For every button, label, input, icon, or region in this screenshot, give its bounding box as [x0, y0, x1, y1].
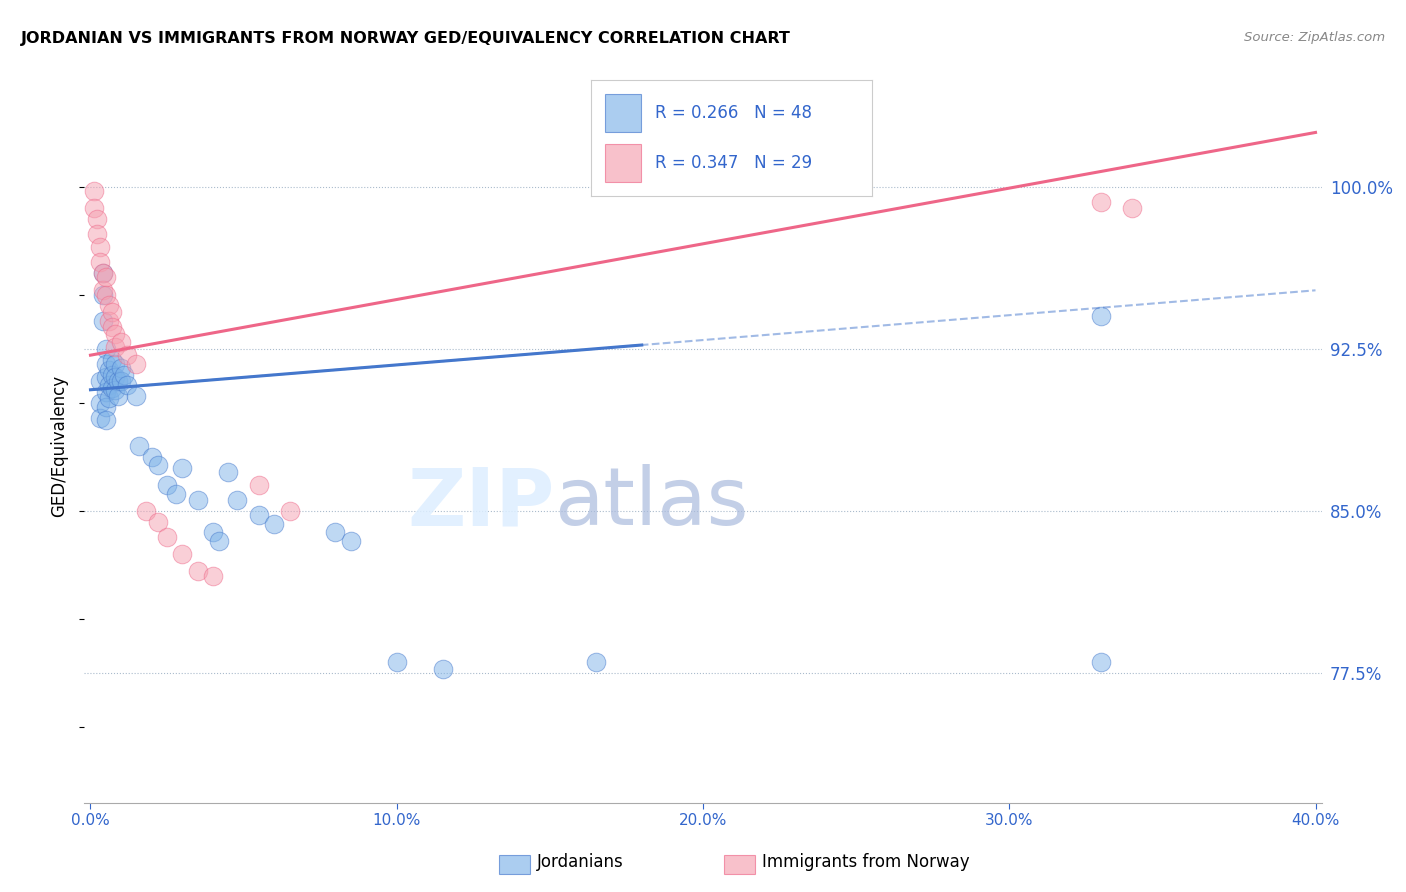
Point	[86, 211, 108, 226]
Point	[89, 374, 111, 388]
Point	[101, 352, 124, 367]
Point	[125, 389, 148, 403]
Point	[1090, 655, 1112, 669]
Point	[97, 298, 120, 312]
Point	[172, 460, 194, 475]
Point	[115, 378, 138, 392]
Point	[165, 486, 187, 500]
Point	[208, 534, 231, 549]
Point	[91, 283, 114, 297]
Text: R = 0.347   N = 29: R = 0.347 N = 29	[655, 154, 813, 172]
Point	[110, 374, 132, 388]
Point	[135, 504, 157, 518]
Point	[247, 508, 270, 523]
Point	[91, 266, 114, 280]
Point	[104, 369, 127, 384]
Point	[107, 374, 129, 388]
Point	[94, 357, 117, 371]
Point	[156, 530, 179, 544]
Point	[94, 270, 117, 285]
Point	[1121, 201, 1143, 215]
Point	[97, 363, 120, 377]
Text: atlas: atlas	[554, 464, 749, 542]
Point	[104, 339, 127, 353]
Point	[91, 313, 114, 327]
Point	[325, 525, 347, 540]
Point	[226, 493, 249, 508]
Point	[101, 305, 124, 319]
Point	[385, 655, 408, 669]
Point	[94, 413, 117, 427]
Point	[89, 410, 111, 425]
Point	[101, 320, 124, 334]
Point	[263, 516, 285, 531]
Point	[156, 478, 179, 492]
Point	[110, 361, 132, 376]
Point	[217, 465, 239, 479]
Point	[89, 240, 111, 254]
Point	[97, 313, 120, 327]
Point	[97, 378, 120, 392]
Point	[89, 255, 111, 269]
Point	[86, 227, 108, 241]
Point	[432, 662, 454, 676]
Point	[83, 184, 105, 198]
Point	[94, 287, 117, 301]
Point	[94, 342, 117, 356]
Point	[104, 357, 127, 371]
Text: ZIP: ZIP	[408, 464, 554, 542]
Point	[110, 335, 132, 350]
Bar	[605, 95, 641, 132]
Point	[125, 357, 148, 371]
Point	[94, 400, 117, 414]
Point	[247, 478, 270, 492]
Point	[187, 493, 209, 508]
Y-axis label: GED/Equivalency: GED/Equivalency	[51, 375, 69, 517]
Text: JORDANIAN VS IMMIGRANTS FROM NORWAY GED/EQUIVALENCY CORRELATION CHART: JORDANIAN VS IMMIGRANTS FROM NORWAY GED/…	[21, 31, 792, 46]
Point	[104, 383, 127, 397]
Point	[201, 568, 224, 582]
Point	[91, 287, 114, 301]
Point	[101, 368, 124, 382]
Point	[585, 655, 607, 669]
Point	[340, 534, 363, 549]
Point	[201, 525, 224, 540]
Point	[101, 381, 124, 395]
Bar	[605, 144, 641, 182]
Point	[115, 348, 138, 362]
Point	[112, 368, 135, 382]
Text: Jordanians: Jordanians	[537, 853, 624, 871]
Text: Source: ZipAtlas.com: Source: ZipAtlas.com	[1244, 31, 1385, 45]
Point	[172, 547, 194, 561]
Point	[1090, 310, 1112, 324]
Point	[141, 450, 163, 464]
Point	[146, 458, 169, 473]
Point	[107, 389, 129, 403]
Point	[128, 439, 150, 453]
Point	[146, 515, 169, 529]
Point	[89, 396, 111, 410]
Point	[187, 565, 209, 579]
Point	[104, 326, 127, 341]
Text: Immigrants from Norway: Immigrants from Norway	[762, 853, 970, 871]
Point	[91, 266, 114, 280]
Point	[94, 369, 117, 384]
Text: R = 0.266   N = 48: R = 0.266 N = 48	[655, 104, 813, 122]
Point	[83, 201, 105, 215]
Point	[1090, 194, 1112, 209]
Point	[94, 384, 117, 399]
Point	[278, 504, 301, 518]
Point	[97, 392, 120, 406]
